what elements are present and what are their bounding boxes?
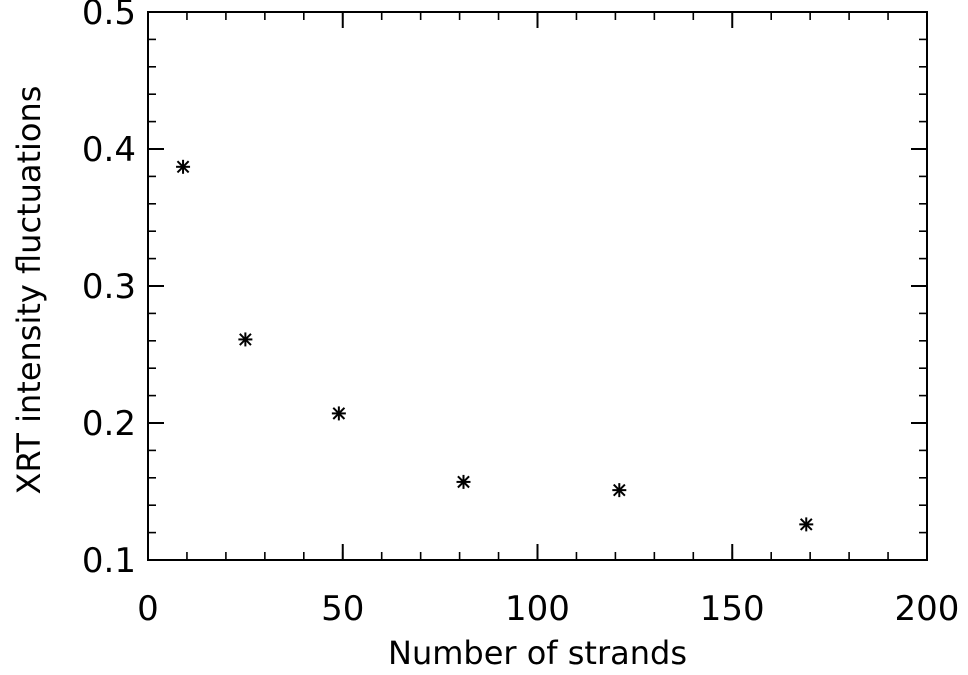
data-point	[456, 474, 471, 489]
plot-frame	[147, 11, 928, 561]
data-point-stroke	[799, 518, 813, 531]
data-point	[238, 332, 253, 347]
data-point	[799, 517, 814, 532]
data-point	[612, 483, 627, 498]
data-point-stroke	[176, 160, 190, 174]
y-tick-labels: 0.1 0.2 0.3 0.4 0.5	[82, 0, 136, 581]
y-tick-label: 0.2	[82, 404, 136, 444]
data-point	[176, 159, 191, 174]
data-point-stroke	[612, 483, 626, 497]
x-tick-label: 50	[321, 589, 364, 629]
x-tick-label: 100	[505, 589, 570, 629]
data-points	[176, 159, 814, 532]
y-tick-label: 0.5	[82, 0, 136, 33]
data-point-stroke	[332, 407, 346, 420]
y-tick-label: 0.1	[82, 541, 136, 581]
x-tick-labels: 0 50 100 150 200	[137, 589, 959, 629]
x-tick-label: 150	[700, 589, 765, 629]
x-tick-label: 0	[137, 589, 159, 629]
y-tick-label: 0.3	[82, 267, 136, 307]
x-axis-title: Number of strands	[388, 634, 687, 672]
data-point	[331, 406, 346, 421]
y-axis-title: XRT intensity fluctuations	[10, 86, 48, 495]
major-ticks	[147, 11, 928, 561]
data-point-stroke	[239, 333, 252, 346]
y-tick-label: 0.4	[82, 130, 136, 170]
data-point-stroke	[457, 475, 470, 489]
x-tick-label: 200	[895, 589, 960, 629]
minor-ticks	[147, 11, 928, 561]
